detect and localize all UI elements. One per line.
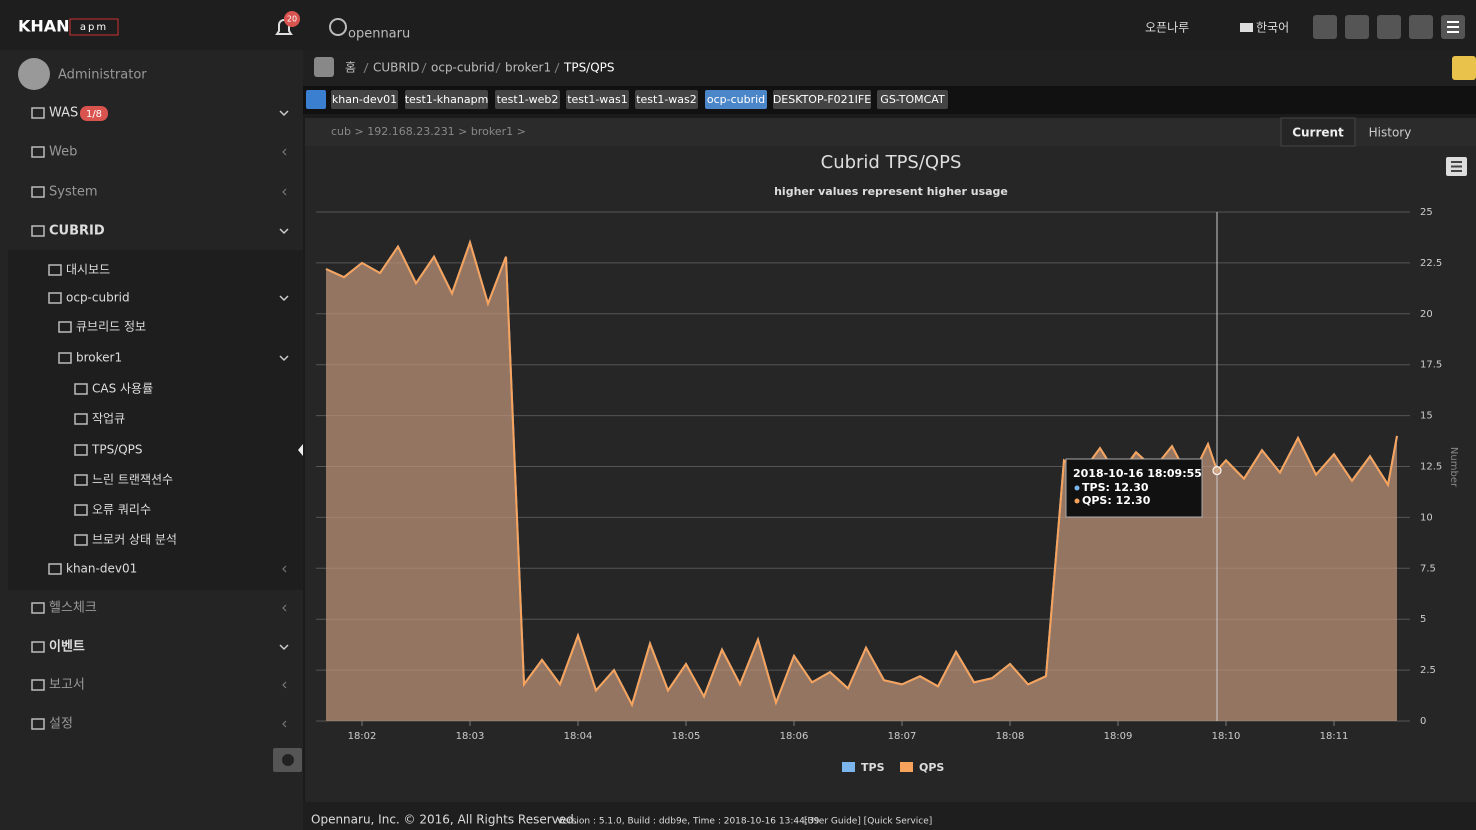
y-tick-label: 15 — [1420, 411, 1433, 422]
y-tick-label: 7.5 — [1420, 563, 1436, 574]
x-tick-label: 18:03 — [456, 731, 485, 742]
company-link[interactable]: 오픈나루 — [1145, 21, 1189, 35]
host-tag-label[interactable]: ocp-cubrid — [707, 93, 765, 106]
y-tick-label: 10 — [1420, 512, 1433, 523]
legend-swatch[interactable] — [842, 762, 855, 772]
host-tag-label[interactable]: khan-dev01 — [332, 93, 397, 106]
breadcrumb-item[interactable]: TPS/QPS — [563, 61, 615, 75]
tooltip-dot — [1075, 499, 1080, 504]
chart-title: Cubrid TPS/QPS — [821, 152, 962, 173]
phone-button[interactable] — [1313, 15, 1337, 39]
menu-item[interactable]: CUBRID — [49, 224, 105, 239]
user-name: Administrator — [58, 68, 147, 83]
x-tick-label: 18:05 — [672, 731, 701, 742]
tooltip-item: QPS: 12.30 — [1082, 494, 1151, 507]
flag — [1240, 23, 1253, 32]
menu-item[interactable]: 오류 쿼리수 — [92, 503, 151, 517]
x-tick-label: 18:08 — [996, 731, 1025, 742]
y-tick-label: 12.5 — [1420, 462, 1442, 473]
breadcrumb-item[interactable]: 홈 — [345, 61, 356, 75]
alarm-button[interactable] — [1345, 15, 1369, 39]
y-tick-label: 17.5 — [1420, 360, 1442, 371]
menu-item[interactable]: broker1 — [76, 351, 122, 365]
breadcrumb-item[interactable]: broker1 — [505, 61, 551, 75]
host-tags: khan-dev01 test1-khanapm test1-web2 test1-w… — [331, 90, 948, 109]
menu-item[interactable]: 헬스체크 — [49, 601, 97, 616]
y-tick-label: 22.5 — [1420, 258, 1442, 269]
hosts-button[interactable] — [306, 90, 326, 109]
menu-item[interactable]: Web — [49, 145, 77, 160]
brand: opennaru — [348, 27, 410, 42]
menu-item[interactable]: TPS/QPS — [91, 443, 143, 457]
host-tag-label[interactable]: GS-TOMCAT — [880, 93, 945, 106]
y-tick-label: 25 — [1420, 207, 1433, 218]
language[interactable]: 한국어 — [1256, 21, 1289, 35]
settings-button[interactable] — [1452, 56, 1476, 80]
menu-item[interactable]: 큐브리드 정보 — [76, 320, 146, 334]
menu-badge-label: 1/8 — [86, 109, 102, 120]
hover-marker — [1213, 467, 1221, 475]
menu-item[interactable]: khan-dev01 — [66, 562, 137, 576]
top-bar — [0, 0, 1476, 50]
x-tick-label: 18:09 — [1104, 731, 1133, 742]
y-axis-title: Number — [1448, 447, 1459, 488]
x-tick-label: 18:07 — [888, 731, 917, 742]
x-tick-label: 18:04 — [564, 731, 593, 742]
legend-swatch[interactable] — [900, 762, 913, 772]
tooltip-dot — [1075, 486, 1080, 491]
tab-label[interactable]: Current — [1292, 126, 1344, 140]
host-tag-label[interactable]: test1-web2 — [497, 93, 559, 106]
notification-count: 20 — [287, 15, 297, 24]
breadcrumb-item[interactable]: ocp-cubrid — [431, 61, 495, 75]
legend-label[interactable]: TPS — [861, 761, 885, 774]
logout-button[interactable] — [1409, 15, 1433, 39]
footer-links[interactable]: [User Guide] [Quick Service] — [804, 817, 932, 827]
host-tag-label[interactable]: DESKTOP-F021IFE — [773, 93, 871, 106]
copyright: Opennaru, Inc. © 2016, All Rights Reserv… — [311, 813, 578, 827]
menu-item[interactable]: WAS — [49, 106, 78, 121]
refresh-button[interactable] — [314, 57, 334, 77]
screen: KHAN apm 20 opennaru 오픈나루 한국어 Administra… — [0, 0, 1476, 830]
breadcrumb-item[interactable]: CUBRID — [373, 61, 420, 75]
menu-item[interactable]: 대시보드 — [66, 263, 110, 277]
page: {"header": {"logo": "KHAN", "logo_sub": … — [0, 0, 1476, 830]
tab-label[interactable]: History — [1369, 126, 1412, 140]
version: Version : 5.1.0, Build : ddb9e, Time : 2… — [557, 817, 820, 827]
menu-item[interactable]: CAS 사용률 — [92, 382, 153, 396]
x-tick-label: 18:10 — [1212, 731, 1241, 742]
host-tag-label[interactable]: test1-was2 — [636, 93, 697, 106]
x-tick-label: 18:02 — [348, 731, 377, 742]
tooltip-item: TPS: 12.30 — [1082, 481, 1149, 494]
chart-subtitle: higher values represent higher usage — [774, 185, 1008, 198]
x-tick-label: 18:06 — [780, 731, 809, 742]
y-tick-label: 20 — [1420, 309, 1433, 320]
menu-item[interactable]: 보고서 — [49, 678, 85, 693]
menu-item[interactable]: 설정 — [49, 717, 73, 732]
y-tick-label: 2.5 — [1420, 665, 1436, 676]
menu-item[interactable]: 이벤트 — [49, 639, 85, 655]
breadcrumb: 홈 CUBRID ocp-cubrid broker1 TPS/QPS — [345, 61, 615, 75]
menu-item[interactable]: System — [49, 185, 97, 200]
menu-item[interactable]: 브로커 상태 분석 — [92, 533, 177, 547]
logo-sub: apm — [80, 22, 108, 33]
menu-item[interactable]: 느린 트랜잭션수 — [92, 473, 173, 487]
menu-item[interactable]: 작업큐 — [92, 412, 125, 426]
host-tag-label[interactable]: test1-was1 — [567, 93, 628, 106]
fullscreen-button[interactable] — [1377, 15, 1401, 39]
instance-path: cub > 192.168.23.231 > broker1 > — [331, 125, 526, 138]
logo[interactable]: KHAN — [18, 17, 70, 36]
avatar — [18, 58, 50, 90]
legend-label[interactable]: QPS — [919, 761, 944, 774]
menu-item[interactable]: ocp-cubrid — [66, 291, 130, 305]
x-tick-label: 18:11 — [1320, 731, 1349, 742]
y-tick-label: 0 — [1420, 716, 1426, 727]
y-tick-label: 5 — [1420, 614, 1426, 625]
host-tag-label[interactable]: test1-khanapm — [405, 93, 489, 106]
tooltip-title: 2018-10-16 18:09:55 — [1073, 467, 1202, 480]
collapse-icon — [282, 754, 294, 766]
